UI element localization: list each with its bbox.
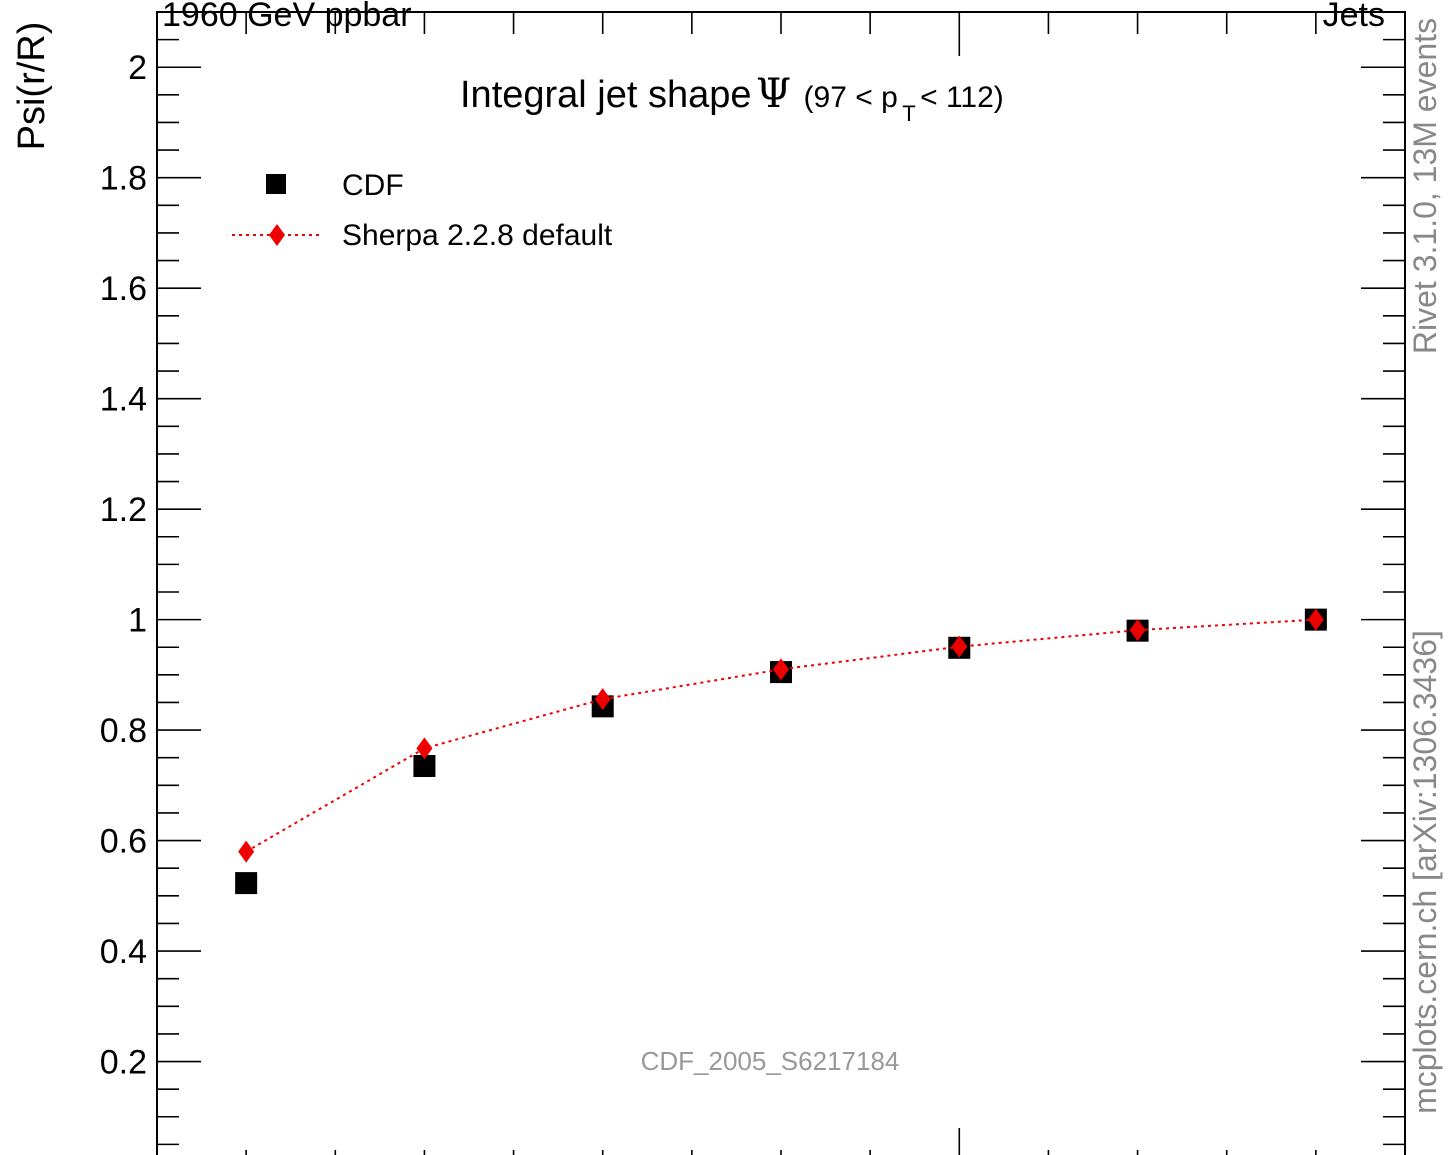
chart-title: Integral jet shape Ψ (97 < p T < 112)	[460, 71, 1004, 126]
axis-ticks	[156, 11, 1406, 1155]
y-axis-label: Psi(r/R)	[11, 22, 53, 151]
rivet-label: Rivet 3.1.0, 13M events	[1407, 18, 1443, 354]
cdf-point	[413, 755, 436, 777]
sherpa-point	[1307, 608, 1324, 631]
legend-sherpa-label: Sherpa 2.2.8 default	[342, 219, 613, 252]
y-tick-label: 0.4	[100, 933, 147, 971]
y-tick-label: 1.6	[100, 270, 147, 308]
y-tick-label: 1.4	[100, 381, 147, 419]
analysis-watermark: CDF_2005_S6217184	[641, 1046, 900, 1076]
sherpa-line	[245, 618, 1316, 853]
legend-cdf-label: CDF	[342, 169, 404, 202]
y-tick-label: 1	[128, 602, 147, 640]
sherpa-point	[416, 737, 433, 760]
y-tick-label: 0.2	[100, 1044, 147, 1082]
mcplots-label: mcplots.cern.ch [arXiv:1306.3436]	[1407, 630, 1443, 1114]
sherpa-point	[238, 840, 255, 863]
legend-cdf-marker	[266, 174, 286, 194]
y-tick-label: 2	[128, 49, 147, 87]
series-layer	[235, 608, 1327, 895]
top-right-label: Jets	[1323, 0, 1385, 34]
title-main: Integral jet shape	[460, 74, 752, 116]
title-range-sub: T	[902, 101, 915, 126]
y-tick-label: 1.2	[100, 491, 147, 529]
y-tick-label: 0.8	[100, 712, 147, 750]
title-range-open: (97 < p	[804, 81, 898, 114]
top-left-label: 1960 GeV ppbar	[162, 0, 412, 34]
y-tick-label: 1.8	[100, 160, 147, 198]
legend: CDF Sherpa 2.2.8 default	[232, 169, 613, 252]
sherpa-point	[773, 658, 789, 681]
legend-sherpa-marker	[269, 224, 285, 246]
cdf-point	[235, 872, 258, 895]
sherpa-point	[951, 635, 968, 658]
sherpa-point	[594, 688, 611, 711]
y-tick-label: 0.6	[100, 823, 147, 861]
y-tick-labels: 00.20.40.60.811.21.41.61.82	[100, 49, 147, 1155]
title-range-close: < 112)	[920, 81, 1004, 114]
title-psi: Ψ	[756, 71, 791, 117]
sherpa-point	[1129, 619, 1146, 642]
